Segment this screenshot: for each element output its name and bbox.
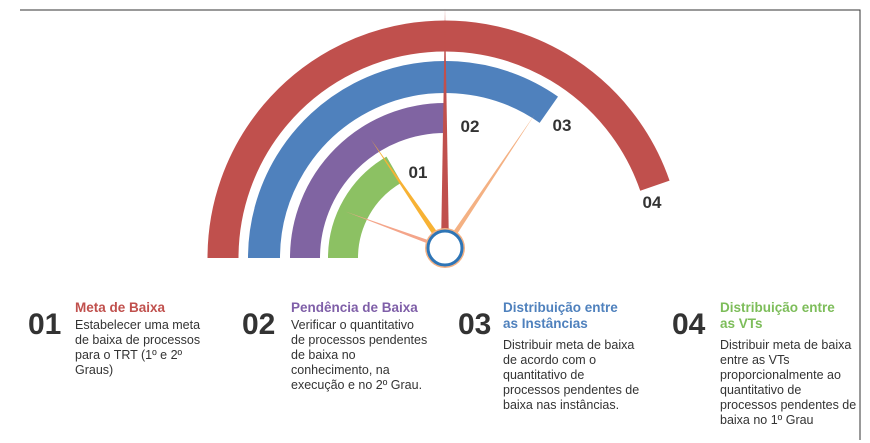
item-text: Verificar o quantitativo de processos pe… [291, 318, 428, 392]
gauge-hub [426, 229, 464, 267]
item-number: 01 [28, 308, 62, 341]
gauge-arc [328, 156, 402, 259]
gauge [207, 8, 670, 268]
item-text: Estabelecer uma meta de baixa de process… [75, 318, 201, 377]
gauge-needle [441, 8, 449, 248]
gauge-arc [207, 20, 670, 259]
gauge-label: 02 [461, 117, 480, 136]
item-title: Pendência de Baixa [291, 300, 418, 315]
item-text: Distribuir meta de baixa de acordo com o… [503, 338, 640, 412]
item-title: Distribuição entre as Instâncias [503, 300, 618, 331]
gauge-needle [442, 113, 536, 250]
item-title: Distribuição entre as VTs [720, 300, 835, 331]
gauge-label: 04 [643, 193, 662, 212]
item-number: 02 [242, 308, 276, 341]
frame-border [20, 9, 861, 440]
gauge-arc [290, 103, 446, 259]
item-text: Distribuir meta de baixa entre as VTs pr… [720, 338, 857, 427]
gauge-arc [248, 61, 558, 259]
item-number: 04 [672, 308, 706, 341]
gauge-needle [345, 211, 446, 250]
gauge-label: 03 [553, 116, 572, 135]
gauge-label: 01 [409, 163, 428, 182]
gauge-needle [370, 139, 448, 250]
item-number: 03 [458, 308, 492, 341]
item-title: Meta de Baixa [75, 300, 166, 315]
